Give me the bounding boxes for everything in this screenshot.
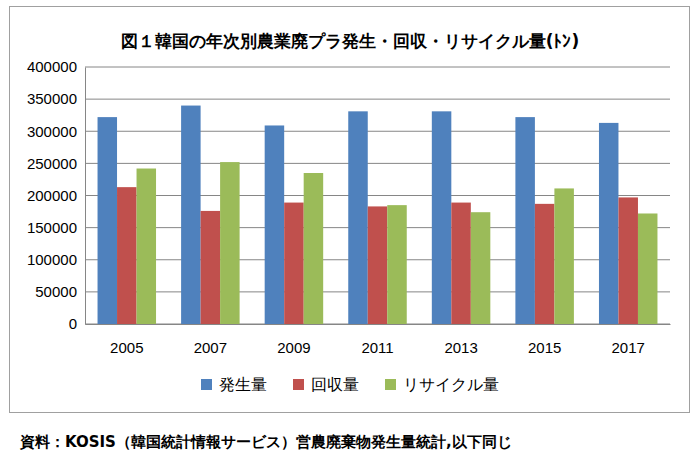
grid-line (85, 99, 670, 100)
y-tick-label: 0 (69, 315, 77, 332)
y-tick: 400000 (27, 58, 85, 75)
x-tick: 2009 (277, 324, 310, 356)
x-tick: 2013 (444, 324, 477, 356)
chart-container: 0 50000 100000 150000 200000 250000 300000 3500… (0, 0, 700, 464)
bar (220, 162, 240, 324)
bar (284, 203, 304, 324)
bar (137, 169, 157, 324)
y-tick-label: 350000 (27, 90, 77, 107)
bar (451, 203, 471, 324)
chart-title: 図１韓国の年次別農業廃プラ発生・回収・リサイクル量(ﾄﾝ) (121, 31, 580, 51)
grid-line (85, 163, 670, 164)
y-axis-line (85, 68, 86, 325)
plot: 0 50000 100000 150000 200000 250000 300000 3500… (27, 58, 671, 355)
x-axis-line (86, 324, 671, 325)
legend-label: 発生量 (219, 375, 267, 394)
legend-swatch (385, 379, 396, 390)
chart-svg: 0 50000 100000 150000 200000 250000 300000 3500… (0, 0, 700, 464)
x-tick: 2007 (194, 324, 227, 356)
y-tick-label: 200000 (27, 187, 77, 204)
x-tick: 2011 (361, 324, 393, 356)
bar-series (137, 162, 658, 324)
bar (618, 197, 638, 324)
y-tick: 300000 (27, 123, 85, 140)
x-tick-label: 2015 (528, 339, 561, 356)
bar (432, 111, 452, 324)
x-tick-label: 2005 (110, 339, 143, 356)
bar-series (117, 187, 638, 324)
y-tick-label: 250000 (27, 155, 77, 172)
x-tick: 2017 (612, 324, 645, 356)
x-axis: 2005 2007 2009 2011 2013 2015 2017 (86, 324, 671, 356)
bar (368, 206, 388, 324)
bar (117, 187, 136, 324)
chart-frame (10, 7, 690, 413)
x-tick-label: 2017 (612, 339, 645, 356)
bar (387, 205, 407, 324)
y-tick: 250000 (27, 155, 85, 172)
legend: 発生量 回収量 リサイクル量 (201, 375, 499, 394)
bar (535, 204, 555, 324)
y-tick: 350000 (27, 90, 85, 107)
bar (98, 117, 118, 324)
y-axis: 0 50000 100000 150000 200000 250000 300000 3500… (27, 58, 86, 332)
grid (85, 67, 670, 324)
x-tick-label: 2013 (444, 339, 477, 356)
legend-item: リサイクル量 (385, 375, 499, 394)
x-tick-label: 2009 (277, 339, 310, 356)
y-tick-label: 300000 (27, 123, 77, 140)
legend-item: 発生量 (201, 375, 267, 394)
y-tick: 0 (69, 315, 85, 332)
grid-line (85, 131, 670, 132)
x-tick-label: 2011 (361, 339, 393, 356)
bar (304, 173, 324, 324)
legend-swatch (293, 379, 304, 390)
bar (638, 213, 658, 324)
bar (554, 188, 574, 324)
y-tick-label: 400000 (27, 58, 77, 75)
bars (98, 106, 658, 324)
legend-swatch (201, 379, 212, 390)
bar (201, 211, 221, 324)
x-tick-label: 2007 (194, 339, 227, 356)
y-tick: 100000 (27, 251, 85, 268)
y-tick-label: 50000 (35, 283, 77, 300)
legend-item: 回収量 (293, 375, 359, 394)
bar (515, 117, 535, 324)
bar (181, 106, 201, 324)
bar (599, 123, 619, 324)
x-tick: 2015 (528, 324, 561, 356)
bar (471, 212, 491, 324)
legend-label: リサイクル量 (403, 375, 499, 394)
grid-line (85, 195, 670, 196)
y-tick-label: 100000 (27, 251, 77, 268)
bar (265, 125, 285, 324)
source-note: 資料：KOSIS（韓国統計情報サービス）営農廃棄物発生量統計,以下同じ (19, 433, 512, 451)
y-tick-label: 150000 (27, 219, 77, 236)
y-tick: 150000 (27, 219, 85, 236)
y-tick: 50000 (35, 283, 85, 300)
bar-series (98, 106, 619, 324)
grid-line (85, 67, 670, 68)
legend-label: 回収量 (311, 375, 359, 394)
y-tick: 200000 (27, 187, 85, 204)
bar (348, 111, 368, 324)
x-tick: 2005 (110, 324, 143, 356)
